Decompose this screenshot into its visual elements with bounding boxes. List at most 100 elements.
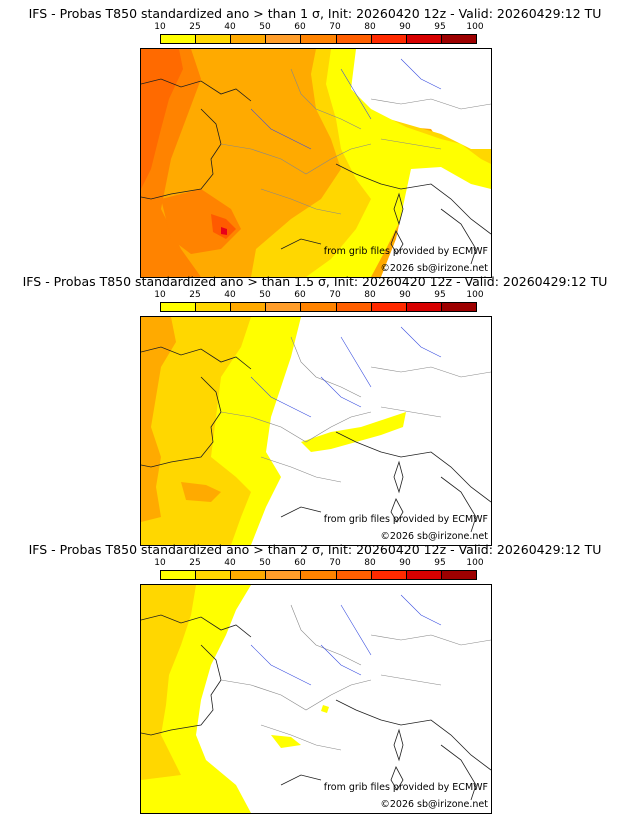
legend-tick: 100	[466, 22, 484, 32]
legend-swatch	[301, 303, 337, 311]
borders	[220, 604, 491, 751]
legend-tick: 10	[154, 22, 166, 32]
rivers	[250, 326, 442, 418]
legend-tick: 80	[364, 290, 376, 300]
probability-field-25	[141, 317, 251, 545]
map-svg	[141, 585, 491, 813]
legend-tick: 100	[466, 290, 484, 300]
legend-swatch	[441, 571, 476, 579]
legend-tick: 95	[434, 558, 446, 568]
no-signal-area	[381, 167, 491, 277]
legend-tick: 50	[259, 22, 271, 32]
coastline	[141, 614, 491, 801]
probability-field-40	[141, 317, 176, 522]
legend-swatch	[406, 35, 442, 43]
legend-tick: 10	[154, 558, 166, 568]
map-title: IFS - Probas T850 standardized ano > tha…	[22, 274, 608, 289]
legend-swatch	[231, 35, 267, 43]
legend-tick: 40	[224, 290, 236, 300]
map-panel-1: IFS - Probas T850 standardized ano > tha…	[0, 0, 630, 278]
borders	[220, 336, 491, 483]
probability-field-40	[181, 482, 221, 502]
coastline	[141, 78, 491, 265]
legend-tick: 60	[294, 290, 306, 300]
legend-swatch	[441, 35, 476, 43]
legend-swatch	[371, 35, 407, 43]
copyright-credit: ©2026 sb@irizone.net	[380, 799, 488, 810]
legend-swatch	[266, 35, 302, 43]
data-source-credit: from grib files provided by ECMWF	[323, 782, 488, 793]
legend-swatch	[441, 303, 476, 311]
legend-tick: 90	[399, 558, 411, 568]
legend-swatch	[336, 303, 372, 311]
probability-map: from grib files provided by ECMWF ©2026 …	[140, 584, 492, 814]
probability-field-25	[141, 585, 196, 780]
rivers	[250, 594, 442, 686]
legend-color-bar	[160, 302, 477, 312]
color-legend: 10 25 40 50 60 70 80 90 95 100	[154, 558, 484, 580]
legend-tick: 50	[259, 290, 271, 300]
legend-swatch	[406, 303, 442, 311]
legend-swatch	[301, 35, 337, 43]
legend-swatch	[336, 571, 372, 579]
map-title: IFS - Probas T850 standardized ano > tha…	[28, 542, 602, 557]
map-panel-2: IFS - Probas T850 standardized ano > tha…	[0, 268, 630, 546]
legend-swatch	[336, 35, 372, 43]
legend-tick: 80	[364, 558, 376, 568]
legend-tick: 100	[466, 558, 484, 568]
probability-field-70	[211, 214, 236, 239]
legend-swatch	[161, 303, 197, 311]
color-legend: 10 25 40 50 60 70 80 90 95 100	[154, 22, 484, 44]
data-source-credit: from grib files provided by ECMWF	[323, 246, 488, 257]
legend-swatch	[231, 303, 267, 311]
legend-ticks: 10 25 40 50 60 70 80 90 95 100	[154, 558, 483, 569]
legend-swatch	[266, 303, 302, 311]
legend-swatch	[196, 303, 232, 311]
legend-tick: 60	[294, 22, 306, 32]
legend-swatch	[196, 571, 232, 579]
legend-tick: 25	[189, 290, 201, 300]
legend-tick: 60	[294, 558, 306, 568]
legend-swatch	[371, 571, 407, 579]
probability-field-10	[321, 705, 329, 713]
no-signal-area	[356, 49, 491, 144]
legend-tick: 90	[399, 290, 411, 300]
legend-swatch	[196, 35, 232, 43]
data-source-credit: from grib files provided by ECMWF	[323, 514, 488, 525]
legend-tick: 80	[364, 22, 376, 32]
copyright-credit: ©2026 sb@irizone.net	[380, 531, 488, 542]
legend-ticks: 10 25 40 50 60 70 80 90 95 100	[154, 22, 483, 33]
legend-swatch	[266, 571, 302, 579]
coastline	[141, 346, 491, 533]
legend-ticks: 10 25 40 50 60 70 80 90 95 100	[154, 290, 483, 301]
legend-tick: 70	[329, 22, 341, 32]
legend-tick: 95	[434, 22, 446, 32]
rivers	[250, 58, 442, 150]
legend-tick: 10	[154, 290, 166, 300]
copyright-credit: ©2026 sb@irizone.net	[380, 263, 488, 274]
map-title: IFS - Probas T850 standardized ano > tha…	[28, 6, 602, 21]
legend-color-bar	[160, 570, 477, 580]
legend-tick: 50	[259, 558, 271, 568]
borders	[220, 68, 491, 215]
legend-swatch	[161, 571, 197, 579]
probability-field-10	[301, 412, 406, 452]
probability-map: from grib files provided by ECMWF ©2026 …	[140, 316, 492, 546]
map-panel-3: IFS - Probas T850 standardized ano > tha…	[0, 536, 630, 814]
legend-swatch	[161, 35, 197, 43]
legend-tick: 25	[189, 558, 201, 568]
legend-color-bar	[160, 34, 477, 44]
color-legend: 10 25 40 50 60 70 80 90 95 100	[154, 290, 484, 312]
legend-tick: 40	[224, 558, 236, 568]
legend-tick: 25	[189, 22, 201, 32]
legend-tick: 90	[399, 22, 411, 32]
legend-tick: 70	[329, 290, 341, 300]
probability-field-10	[271, 735, 301, 748]
probability-field-80	[221, 227, 227, 235]
legend-tick: 40	[224, 22, 236, 32]
map-svg	[141, 317, 491, 545]
legend-swatch	[406, 571, 442, 579]
legend-tick: 70	[329, 558, 341, 568]
probability-field-10	[306, 49, 491, 277]
legend-tick: 95	[434, 290, 446, 300]
